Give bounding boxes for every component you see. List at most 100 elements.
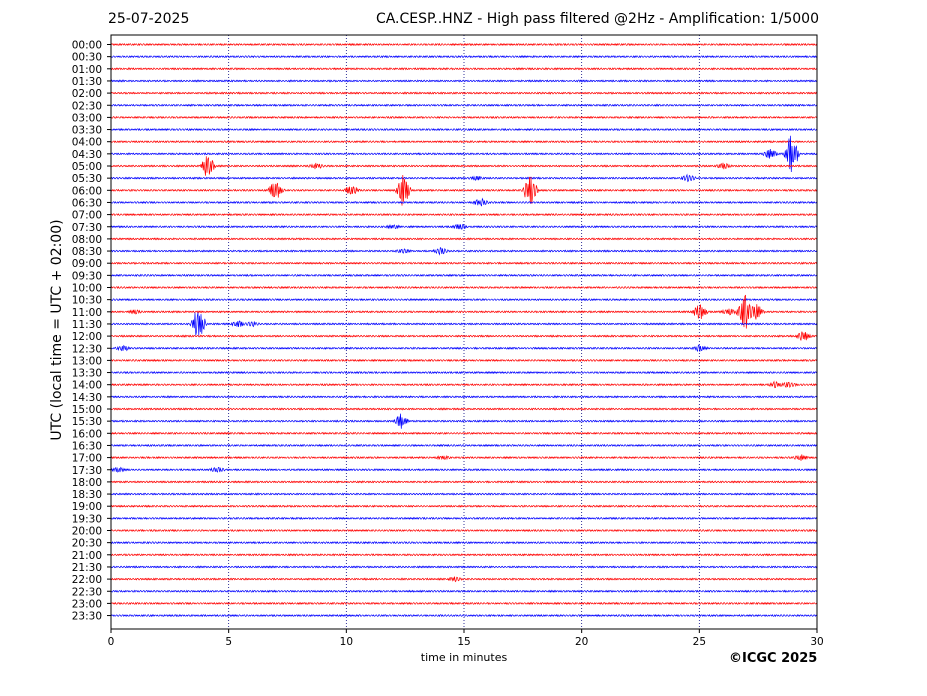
trace-1000 <box>110 285 818 290</box>
x-axis-label: time in minutes <box>420 651 508 664</box>
trace-1230 <box>110 344 818 353</box>
trace-2100 <box>110 553 818 557</box>
trace-0800 <box>110 237 818 241</box>
date-label: 25-07-2025 <box>108 11 190 27</box>
y-tick-label: 11:00 <box>72 307 102 319</box>
trace-1700 <box>110 454 818 461</box>
y-tick-label: 02:30 <box>72 100 102 112</box>
trace-0400 <box>110 140 818 144</box>
x-tick-label: 10 <box>340 636 353 648</box>
trace-0200 <box>110 91 818 95</box>
y-tick-label: 15:00 <box>72 404 102 416</box>
x-tick-label: 20 <box>575 636 588 648</box>
trace-0730 <box>110 223 818 230</box>
y-tick-label: 23:30 <box>72 611 102 623</box>
y-tick-label: 05:30 <box>72 173 102 185</box>
y-tick-label: 19:30 <box>72 513 102 525</box>
y-tick-label: 06:00 <box>72 185 102 197</box>
y-tick-label: 17:30 <box>72 465 102 477</box>
y-tick-label: 01:00 <box>72 64 102 76</box>
trace-0830 <box>110 246 818 256</box>
y-tick-label: 10:00 <box>72 283 102 295</box>
trace-1300 <box>110 358 818 363</box>
trace-0300 <box>110 115 818 120</box>
trace-1530 <box>110 413 818 429</box>
y-tick-label: 01:30 <box>72 76 102 88</box>
trace-1200 <box>110 331 818 341</box>
y-tick-label: 04:30 <box>72 149 102 161</box>
trace-2200 <box>110 576 818 583</box>
x-tick-label: 15 <box>457 636 470 648</box>
y-tick-label: 15:30 <box>72 416 102 428</box>
trace-1830 <box>110 492 818 496</box>
y-tick-label: 06:30 <box>72 197 102 209</box>
y-tick-label: 22:00 <box>72 574 102 586</box>
trace-0900 <box>110 261 818 265</box>
y-tick-label: 09:30 <box>72 270 102 282</box>
trace-0000 <box>110 42 818 47</box>
y-tick-label: 08:30 <box>72 246 102 258</box>
x-tick-label: 5 <box>225 636 232 648</box>
y-tick-label: 21:00 <box>72 550 102 562</box>
y-tick-label: 13:00 <box>72 355 102 367</box>
trace-1330 <box>110 370 818 375</box>
y-tick-label: 09:00 <box>72 258 102 270</box>
trace-1900 <box>110 504 818 508</box>
trace-1930 <box>110 516 818 520</box>
x-tick-label: 30 <box>810 636 823 648</box>
y-tick-label: 04:00 <box>72 137 102 149</box>
trace-2300 <box>110 601 818 606</box>
copyright-label: ©ICGC 2025 <box>729 651 818 666</box>
x-tick-label: 0 <box>108 636 115 648</box>
trace-1500 <box>110 407 818 411</box>
y-tick-label: 17:00 <box>72 453 102 465</box>
y-tick-label: 00:30 <box>72 52 102 64</box>
trace-0530 <box>110 173 818 183</box>
trace-1800 <box>110 480 818 484</box>
trace-0130 <box>110 79 818 83</box>
x-tick-label: 25 <box>693 636 706 648</box>
trace-2000 <box>110 528 818 533</box>
y-tick-label: 21:30 <box>72 562 102 574</box>
trace-1400 <box>110 380 818 389</box>
trace-1100 <box>110 294 818 329</box>
y-tick-label: 22:30 <box>72 586 102 598</box>
y-tick-label: 10:30 <box>72 295 102 307</box>
trace-1430 <box>110 395 818 399</box>
trace-0630 <box>110 197 818 207</box>
y-tick-label: 07:30 <box>72 222 102 234</box>
trace-1130 <box>110 312 818 336</box>
y-tick-label: 12:30 <box>72 343 102 355</box>
chart-title: CA.CESP..HNZ - High pass filtered @2Hz -… <box>375 11 819 27</box>
trace-0500 <box>110 156 818 176</box>
trace-2330 <box>110 613 818 618</box>
y-tick-label: 02:00 <box>72 88 102 100</box>
y-axis-label: UTC (local time = UTC + 02:00) <box>49 219 65 441</box>
trace-1030 <box>110 298 818 302</box>
trace-0230 <box>110 103 818 107</box>
trace-0330 <box>110 127 818 132</box>
trace-2130 <box>110 565 818 569</box>
trace-0930 <box>110 273 818 277</box>
y-tick-label: 18:00 <box>72 477 102 489</box>
y-tick-label: 07:00 <box>72 210 102 222</box>
y-tick-label: 18:30 <box>72 489 102 501</box>
trace-0700 <box>110 212 818 217</box>
y-tick-label: 23:00 <box>72 598 102 610</box>
y-tick-label: 05:00 <box>72 161 102 173</box>
trace-0100 <box>110 67 818 71</box>
trace-0030 <box>110 55 818 59</box>
trace-1630 <box>110 443 818 448</box>
y-tick-label: 03:30 <box>72 125 102 137</box>
y-tick-label: 20:00 <box>72 526 102 538</box>
trace-1730 <box>110 466 818 473</box>
y-tick-label: 08:00 <box>72 234 102 246</box>
trace-2230 <box>110 589 818 593</box>
y-tick-label: 11:30 <box>72 319 102 331</box>
y-tick-label: 16:30 <box>72 440 102 452</box>
y-tick-label: 03:00 <box>72 112 102 124</box>
trace-2030 <box>110 541 818 545</box>
y-tick-label: 00:00 <box>72 40 102 52</box>
y-tick-label: 20:30 <box>72 538 102 550</box>
